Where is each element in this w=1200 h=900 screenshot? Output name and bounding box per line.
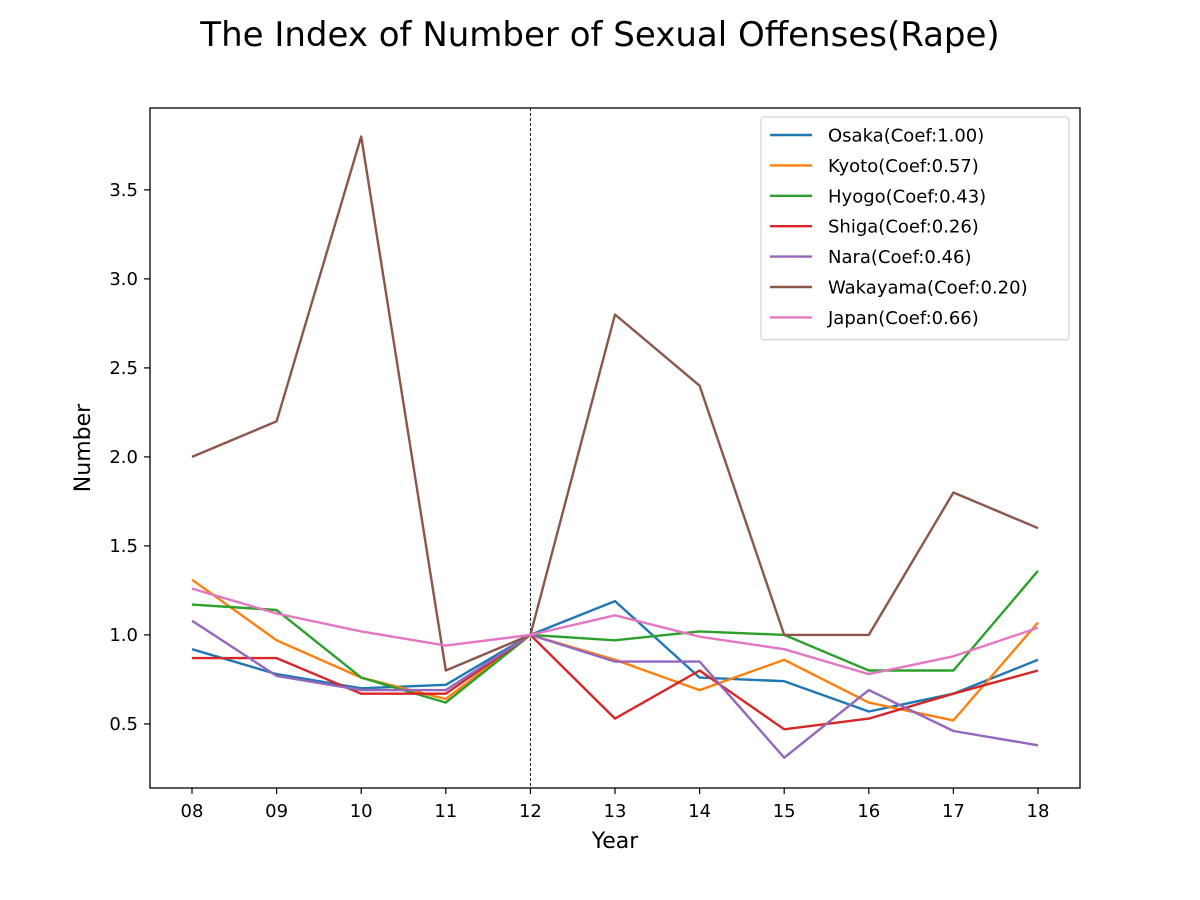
y-tick-label: 2.0	[109, 447, 138, 468]
x-axis-label: Year	[591, 829, 640, 854]
chart-title: The Index of Number of Sexual Offenses(R…	[199, 15, 999, 55]
x-tick-label: 11	[434, 801, 457, 822]
series-line-0	[191, 599, 1039, 713]
y-axis: 0.5 1.0 1.5 2.0 2.5 3.0 3.5	[109, 180, 150, 735]
y-tick-label: 2.5	[109, 358, 138, 379]
legend-label: Hyogo(Coef:0.43)	[828, 186, 986, 207]
series-line-1	[191, 578, 1039, 722]
legend-frame	[760, 116, 1070, 341]
x-tick-label: 17	[942, 801, 965, 822]
legend-label: Kyoto(Coef:0.57)	[828, 156, 979, 177]
x-tick-label: 15	[773, 801, 796, 822]
legend: Osaka(Coef:1.00) Kyoto(Coef:0.57) Hyogo(Co…	[760, 116, 1070, 341]
x-tick-label: 14	[688, 801, 711, 822]
legend-label: Nara(Coef:0.46)	[828, 247, 971, 268]
y-tick-label: 3.5	[109, 180, 138, 201]
x-tick-label: 13	[604, 801, 627, 822]
x-axis: 08 09 10 11 12 13 14 15 16 17 18	[181, 788, 1050, 822]
legend-label: Japan(Coef:0.66)	[827, 308, 979, 329]
series-line-5	[191, 135, 1039, 672]
x-tick-label: 12	[519, 801, 542, 822]
y-tick-label: 1.0	[109, 625, 138, 646]
series-line-6	[191, 587, 1039, 676]
x-tick-label: 09	[265, 801, 288, 822]
series-line-2	[191, 570, 1039, 704]
plot-area	[191, 108, 1039, 788]
legend-label: Osaka(Coef:1.00)	[828, 126, 984, 147]
legend-label: Wakayama(Coef:0.20)	[828, 278, 1028, 299]
x-tick-label: 10	[350, 801, 373, 822]
y-tick-label: 3.0	[109, 269, 138, 290]
x-tick-label: 18	[1027, 801, 1050, 822]
series-line-3	[192, 633, 1039, 731]
y-tick-label: 1.5	[109, 536, 138, 557]
x-tick-label: 16	[857, 801, 880, 822]
legend-label: Shiga(Coef:0.26)	[828, 217, 979, 238]
y-tick-label: 0.5	[109, 714, 138, 735]
y-axis-label: Number	[71, 403, 96, 492]
x-tick-label: 08	[181, 801, 204, 822]
series-line-4	[191, 619, 1039, 759]
